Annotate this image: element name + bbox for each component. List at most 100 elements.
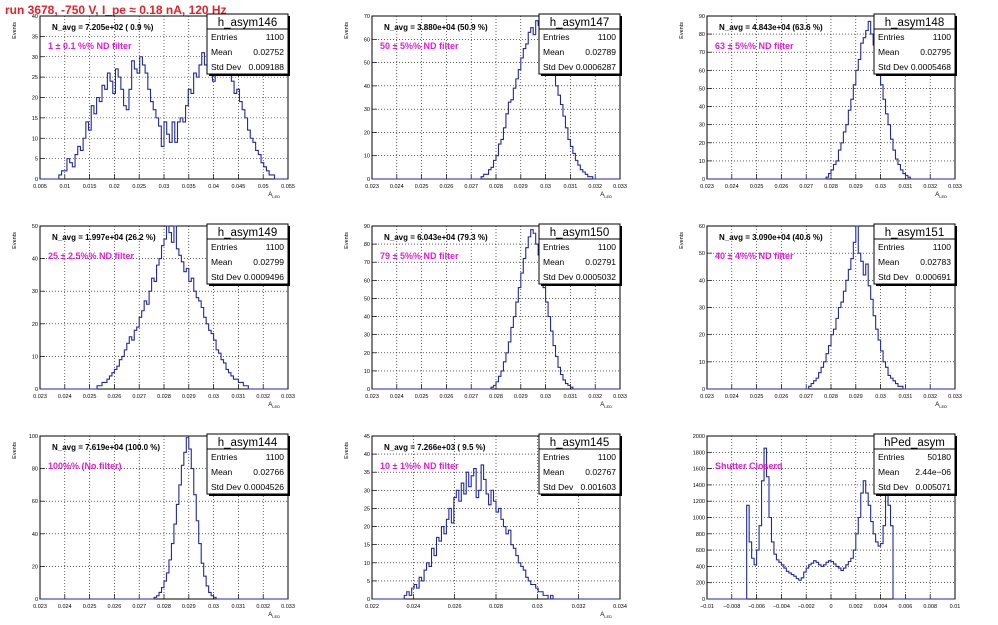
x-tick-label: −0.006 xyxy=(748,604,765,610)
stats-label-mean: Mean xyxy=(543,467,565,477)
y-tick-label: 50 xyxy=(364,296,370,302)
x-tick-label: 0.028 xyxy=(489,394,503,400)
x-tick-label: 0.045 xyxy=(232,184,246,190)
y-tick-label: 50 xyxy=(699,86,705,92)
y-tick-label: 60 xyxy=(699,68,705,74)
x-tick-label: −0.01 xyxy=(700,604,714,610)
y-tick-label: 20 xyxy=(364,525,370,531)
x-tick-label: 0.026 xyxy=(440,394,454,400)
y-axis-label: Events xyxy=(679,232,685,249)
x-tick-label: 0.023 xyxy=(33,394,47,400)
x-tick-label: 0.03 xyxy=(540,394,551,400)
navg-text: N_avg = 7.205e+02 ( 0.9 %) xyxy=(52,23,154,32)
y-tick-label: 25 xyxy=(32,75,38,81)
x-tick-label: 0.031 xyxy=(564,184,578,190)
stats-value-entries: 50180 xyxy=(927,452,951,462)
stats-value-entries: 1100 xyxy=(598,452,617,462)
stats-label-mean: Mean xyxy=(211,467,233,477)
y-tick-label: 35 xyxy=(364,470,370,476)
stats-box xyxy=(873,433,956,495)
y-tick-label: 0 xyxy=(702,387,705,393)
stats-box xyxy=(206,223,289,285)
stats-label-entries: Entries xyxy=(543,32,569,42)
histogram-name: h_asym148 xyxy=(885,17,944,29)
stats-label-entries: Entries xyxy=(543,452,569,462)
x-tick-label: 0.032 xyxy=(256,604,270,610)
x-tick-label: −0.008 xyxy=(723,604,740,610)
stats-box xyxy=(206,13,289,75)
y-tick-label: 20 xyxy=(364,130,370,136)
y-tick-label: 5 xyxy=(35,157,38,163)
y-tick-label: 80 xyxy=(364,242,370,248)
stats-label-std_dev: Std Dev xyxy=(211,272,242,282)
stats-box xyxy=(538,13,621,75)
y-tick-label: 0 xyxy=(702,597,705,603)
y-tick-label: 30 xyxy=(699,123,705,129)
histogram-panel-h_asym144: 0.023 0.024 0.025 0.026 0.027 0.028 0.029 0.03 0… xyxy=(12,433,295,619)
histogram-panel-h_asym149: 0.023 0.024 0.025 0.026 0.027 0.028 0.029 0.03 0… xyxy=(12,223,295,409)
y-tick-label: 20 xyxy=(32,322,38,328)
histogram-panel-h_asym150: 0.023 0.024 0.025 0.026 0.027 0.028 0.029 0.03 0… xyxy=(344,223,627,409)
histogram-panel-h_asym151: 0.023 0.024 0.025 0.026 0.027 0.028 0.029 0.03 0… xyxy=(679,223,962,409)
x-tick-label: 0.026 xyxy=(775,394,789,400)
x-tick-label: 0.025 xyxy=(132,184,146,190)
y-tick-label: 10 xyxy=(32,136,38,142)
histogram-panel-hPed_asym: −0.01 −0.008 −0.006 −0.004 −0.002 0 0.002 0.004… xyxy=(693,433,960,610)
stats-label-mean: Mean xyxy=(878,47,900,57)
histogram-line xyxy=(372,229,620,390)
stats-value-entries: 1100 xyxy=(933,32,952,42)
navg-text: N_avg = 3.090e+04 (40.6 %) xyxy=(719,233,823,242)
y-tick-label: 10 xyxy=(364,369,370,375)
histogram-panel-h_asym148: 0.023 0.024 0.025 0.026 0.027 0.028 0.029 0.03 0… xyxy=(679,13,962,199)
y-tick-label: 30 xyxy=(32,55,38,61)
x-axis-label-main: A xyxy=(600,402,604,408)
y-tick-label: 15 xyxy=(32,116,38,122)
x-tick-label: 0.032 xyxy=(588,184,602,190)
y-tick-label: 1000 xyxy=(693,516,705,522)
x-tick-label: 0.004 xyxy=(874,604,888,610)
navg-text: N_avg = 3.880e+04 (50.9 %) xyxy=(384,23,488,32)
stats-value-mean: 0.02783 xyxy=(920,257,951,267)
x-tick-label: 0.03 xyxy=(540,184,551,190)
x-axis-label: ALED xyxy=(600,612,612,619)
y-tick-label: 70 xyxy=(364,260,370,266)
y-axis-label: Events xyxy=(12,22,18,39)
filter-annotation: 40 ± 4%% ND filter xyxy=(715,251,794,261)
x-tick-label: 0.023 xyxy=(365,184,379,190)
stats-value-entries: 1100 xyxy=(598,242,617,252)
y-tick-label: 40 xyxy=(699,278,705,284)
x-tick-label: 0.032 xyxy=(572,604,586,610)
y-tick-label: 30 xyxy=(364,333,370,339)
y-tick-label: 800 xyxy=(696,532,705,538)
x-tick-label: 0.029 xyxy=(182,604,196,610)
histogram-name: hPed_asym xyxy=(884,437,945,449)
stats-box xyxy=(873,13,956,75)
y-tick-label: 1400 xyxy=(693,483,705,489)
stats-label-entries: Entries xyxy=(211,242,237,252)
y-tick-label: 40 xyxy=(364,84,370,90)
y-axis-label: Events xyxy=(12,442,18,459)
histogram-name: h_asym150 xyxy=(550,227,609,239)
x-tick-label: 0.024 xyxy=(390,394,404,400)
stats-value-std_dev: 0.0006287 xyxy=(576,62,616,72)
y-tick-label: 60 xyxy=(364,278,370,284)
x-tick-label: 0.03 xyxy=(159,184,170,190)
x-tick-label: 0.029 xyxy=(182,394,196,400)
x-tick-label: 0.05 xyxy=(258,184,269,190)
histogram-name: h_asym151 xyxy=(885,227,944,239)
stats-value-mean: 0.02766 xyxy=(253,467,284,477)
x-tick-label: 0.023 xyxy=(33,604,47,610)
stats-value-mean: 0.02791 xyxy=(585,257,616,267)
y-tick-label: 1800 xyxy=(693,450,705,456)
x-axis-label: ALED xyxy=(268,192,280,199)
x-tick-label: 0.027 xyxy=(799,184,813,190)
x-axis-label-sub: LED xyxy=(272,194,280,199)
y-tick-label: 10 xyxy=(32,354,38,360)
stats-value-entries: 1100 xyxy=(266,32,285,42)
y-tick-label: 50 xyxy=(364,61,370,67)
histogram-name: h_asym144 xyxy=(218,437,278,449)
navg-text: N_avg = 6.043e+04 (79.3 %) xyxy=(384,233,488,242)
y-tick-label: 200 xyxy=(696,581,705,587)
histogram-line xyxy=(40,225,288,390)
stats-label-std_dev: Std Dev xyxy=(878,62,909,72)
